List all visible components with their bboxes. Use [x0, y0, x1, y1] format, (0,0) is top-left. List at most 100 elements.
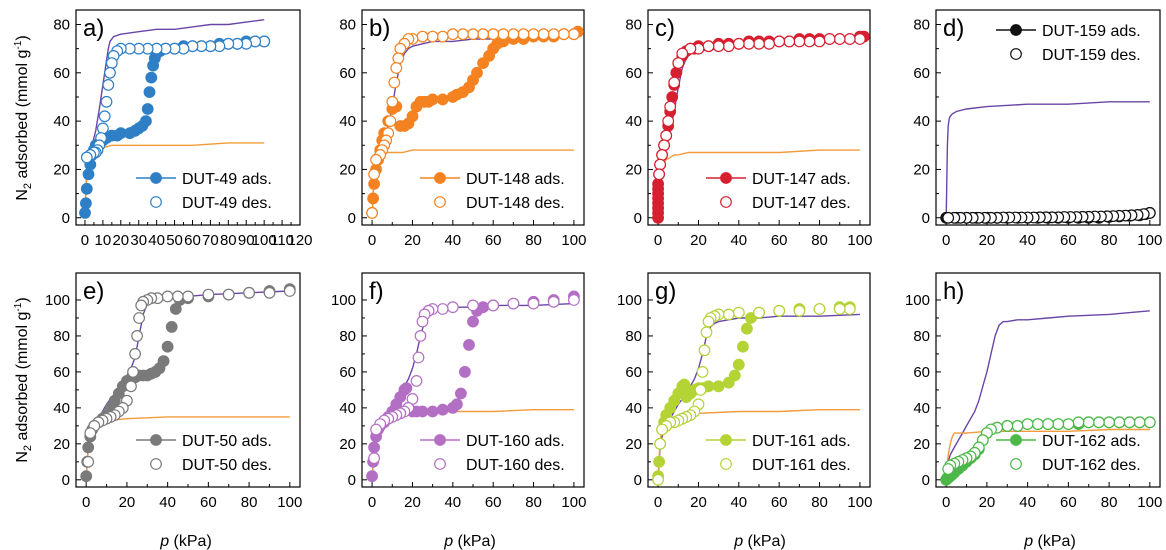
x-tick-label: 70 [202, 232, 219, 249]
adsorption-series [80, 283, 296, 483]
desorption-series [368, 294, 580, 465]
panel-4: 0 20 40 60 80 100 0 20 40 60 80 d) DUT-159 ads. DUT-1… [913, 9, 1162, 249]
simulated-isotherm-upper [85, 290, 290, 480]
x-tick-label: 60 [485, 494, 502, 511]
desorption-point [698, 344, 711, 357]
x-tick-label: 40 [1019, 232, 1036, 249]
legend-label: DUT-160 ads. [466, 433, 565, 450]
adsorption-point [79, 206, 91, 219]
desorption-point [656, 148, 668, 161]
adsorption-point [653, 455, 665, 468]
y-axis-title-bottom: N2 adsorbed (mmol g-1) [13, 297, 34, 462]
y-tick-label: 0 [922, 472, 930, 489]
y-tick-label: 60 [913, 65, 930, 82]
desorption-point [1082, 416, 1095, 429]
y-tick-label: 40 [625, 400, 642, 417]
desorption-point [507, 28, 520, 41]
adsorption-point [82, 441, 95, 454]
x-tick-label: 80 [220, 232, 237, 249]
legend-marker [720, 434, 732, 446]
desorption-point [557, 28, 570, 41]
desorption-point [386, 95, 399, 108]
adsorption-point [82, 168, 95, 181]
desorption-point [694, 384, 707, 396]
panel-label: f) [369, 278, 384, 305]
adsorption-point [451, 398, 463, 411]
desorption-point [410, 375, 423, 387]
x-tick-label: 80 [1101, 494, 1118, 511]
desorption-point [98, 110, 111, 123]
legend-marker [1010, 48, 1022, 60]
desorption-point [457, 28, 469, 41]
panel-label: d) [943, 15, 964, 42]
desorption-point [654, 158, 666, 171]
desorption-point [653, 168, 665, 181]
x-tick-label: 20 [979, 232, 996, 249]
x-tick-label: 0 [368, 494, 376, 511]
desorption-point [497, 28, 510, 41]
desorption-point [507, 297, 520, 310]
adsorption-point [666, 91, 679, 103]
simulated-isotherm-upper [657, 38, 860, 218]
desorption-point [467, 299, 479, 312]
y-tick-label: 0 [348, 472, 356, 489]
y-tick-label: 60 [53, 364, 70, 381]
adsorption-point [652, 177, 664, 190]
y-tick-label: 80 [625, 16, 642, 33]
y-tick-label: 0 [634, 210, 642, 227]
desorption-point [390, 62, 403, 74]
legend-label: DUT-148 des. [466, 195, 565, 212]
desorption-point [394, 42, 407, 55]
desorption-point [104, 66, 116, 79]
desorption-point [1021, 418, 1034, 431]
y-tick-label: 100 [45, 292, 70, 309]
desorption-point [793, 35, 806, 48]
panel-label: a) [83, 15, 104, 42]
desorption-point [753, 37, 765, 50]
legend-marker [720, 172, 732, 184]
desorption-point [467, 28, 479, 41]
x-tick-label: 100 [252, 232, 277, 249]
y-tick-label: 80 [53, 328, 70, 345]
y-tick-label: 80 [625, 328, 642, 345]
y-tick-label: 100 [905, 292, 930, 309]
desorption-point [125, 380, 137, 393]
x-axis-title-2: p (kPa) [443, 533, 496, 550]
x-tick-label: 0 [654, 232, 662, 249]
desorption-point [722, 40, 735, 53]
desorption-point [1133, 416, 1146, 429]
desorption-point [1072, 416, 1085, 429]
plot-frame [75, 272, 301, 488]
y-tick-label: 60 [625, 364, 642, 381]
simulated-isotherm-lower [945, 428, 1150, 480]
x-tick-label: 0 [654, 494, 662, 511]
y-tick-label: 40 [913, 400, 930, 417]
adsorption-point [145, 71, 158, 84]
desorption-point [656, 423, 668, 436]
x-tick-label: 80 [241, 494, 258, 511]
desorption-point [446, 301, 459, 314]
desorption-point [773, 35, 786, 48]
desorption-point [547, 28, 560, 41]
legend-marker [720, 196, 732, 208]
plot-frame [935, 9, 1161, 226]
desorption-point [696, 366, 709, 378]
x-tick-label: 40 [444, 494, 461, 511]
panel-label: g) [655, 278, 676, 305]
legend-label: DUT-159 ads. [1042, 23, 1141, 40]
desorption-point [414, 330, 427, 342]
y-tick-label: 20 [625, 436, 642, 453]
x-axis-title-3: p (kPa) [733, 533, 786, 550]
legend-label: DUT-162 des. [1042, 457, 1141, 474]
legend-label: DUT-147 des. [752, 195, 851, 212]
x-tick-label: 80 [811, 232, 828, 249]
simulated-isotherm-upper [945, 310, 1150, 480]
legend-label: DUT-148 ads. [466, 171, 565, 188]
adsorption-point [406, 110, 419, 123]
desorption-point [568, 28, 580, 41]
x-tick-label: 120 [287, 232, 312, 249]
panel-8: 0 20 40 60 80 100 0 20 40 60 80 100 h) DUT-162 ads. DU… [905, 272, 1162, 511]
adsorption-point [139, 115, 152, 127]
x-tick-label: 0 [82, 494, 90, 511]
